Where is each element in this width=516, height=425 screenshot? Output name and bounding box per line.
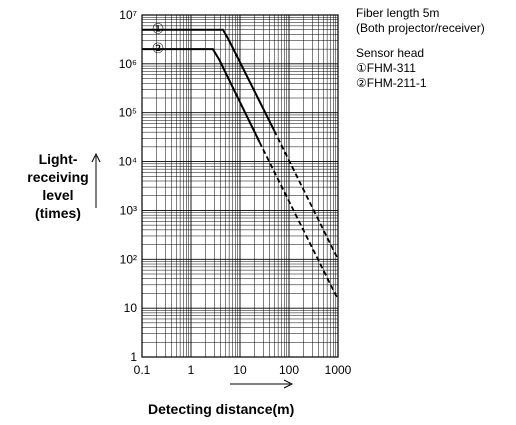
- y-tick-label: 1: [130, 350, 137, 364]
- series-1-dashed-line: [273, 130, 339, 260]
- y-axis-label-line-1: Light-: [38, 151, 78, 167]
- x-axis-arrow-head: [283, 379, 294, 389]
- series-2-dashed-line: [258, 141, 339, 300]
- x-tick-label: 10: [233, 363, 247, 377]
- series-2-label: ②: [152, 40, 165, 56]
- y-axis-label-line-2: receiving: [27, 169, 89, 185]
- y-tick-label: 10³: [120, 203, 137, 217]
- legend-sensor-head: Sensor head: [356, 46, 425, 60]
- x-tick-label: 1: [188, 363, 195, 377]
- y-axis-label-line-3: level: [42, 187, 74, 203]
- y-tick-label: 10⁵: [119, 106, 137, 120]
- legend: Fiber length 5m (Both projector/receiver…: [356, 6, 485, 91]
- legend-fiber-note: (Both projector/receiver): [356, 21, 485, 35]
- x-axis-label: Detecting distance(m): [148, 401, 295, 417]
- series-2-solid-line: [142, 48, 261, 143]
- y-tick-label: 10⁷: [119, 8, 137, 22]
- legend-item-2: ②FHM-211-1: [356, 76, 427, 90]
- legend-fiber-length: Fiber length 5m: [356, 6, 440, 20]
- series-1-label: ①: [152, 21, 165, 37]
- series-1-solid-line: [142, 28, 276, 132]
- y-axis-label-line-4: (times): [35, 205, 81, 221]
- x-tick-label: 100: [279, 363, 299, 377]
- x-tick-label: 1000: [325, 363, 352, 377]
- y-tick-label: 10⁴: [118, 155, 137, 169]
- y-tick-label: 10: [124, 301, 138, 315]
- y-tick-label: 10²: [120, 252, 137, 266]
- legend-item-1: ①FHM-311: [356, 61, 416, 75]
- y-axis-label: Light- receiving level (times): [18, 150, 98, 222]
- y-tick-label: 10⁶: [119, 57, 137, 71]
- plot-frame: [141, 14, 339, 358]
- x-tick-label: 0.1: [134, 363, 151, 377]
- y-axis-arrow-head: [91, 152, 101, 163]
